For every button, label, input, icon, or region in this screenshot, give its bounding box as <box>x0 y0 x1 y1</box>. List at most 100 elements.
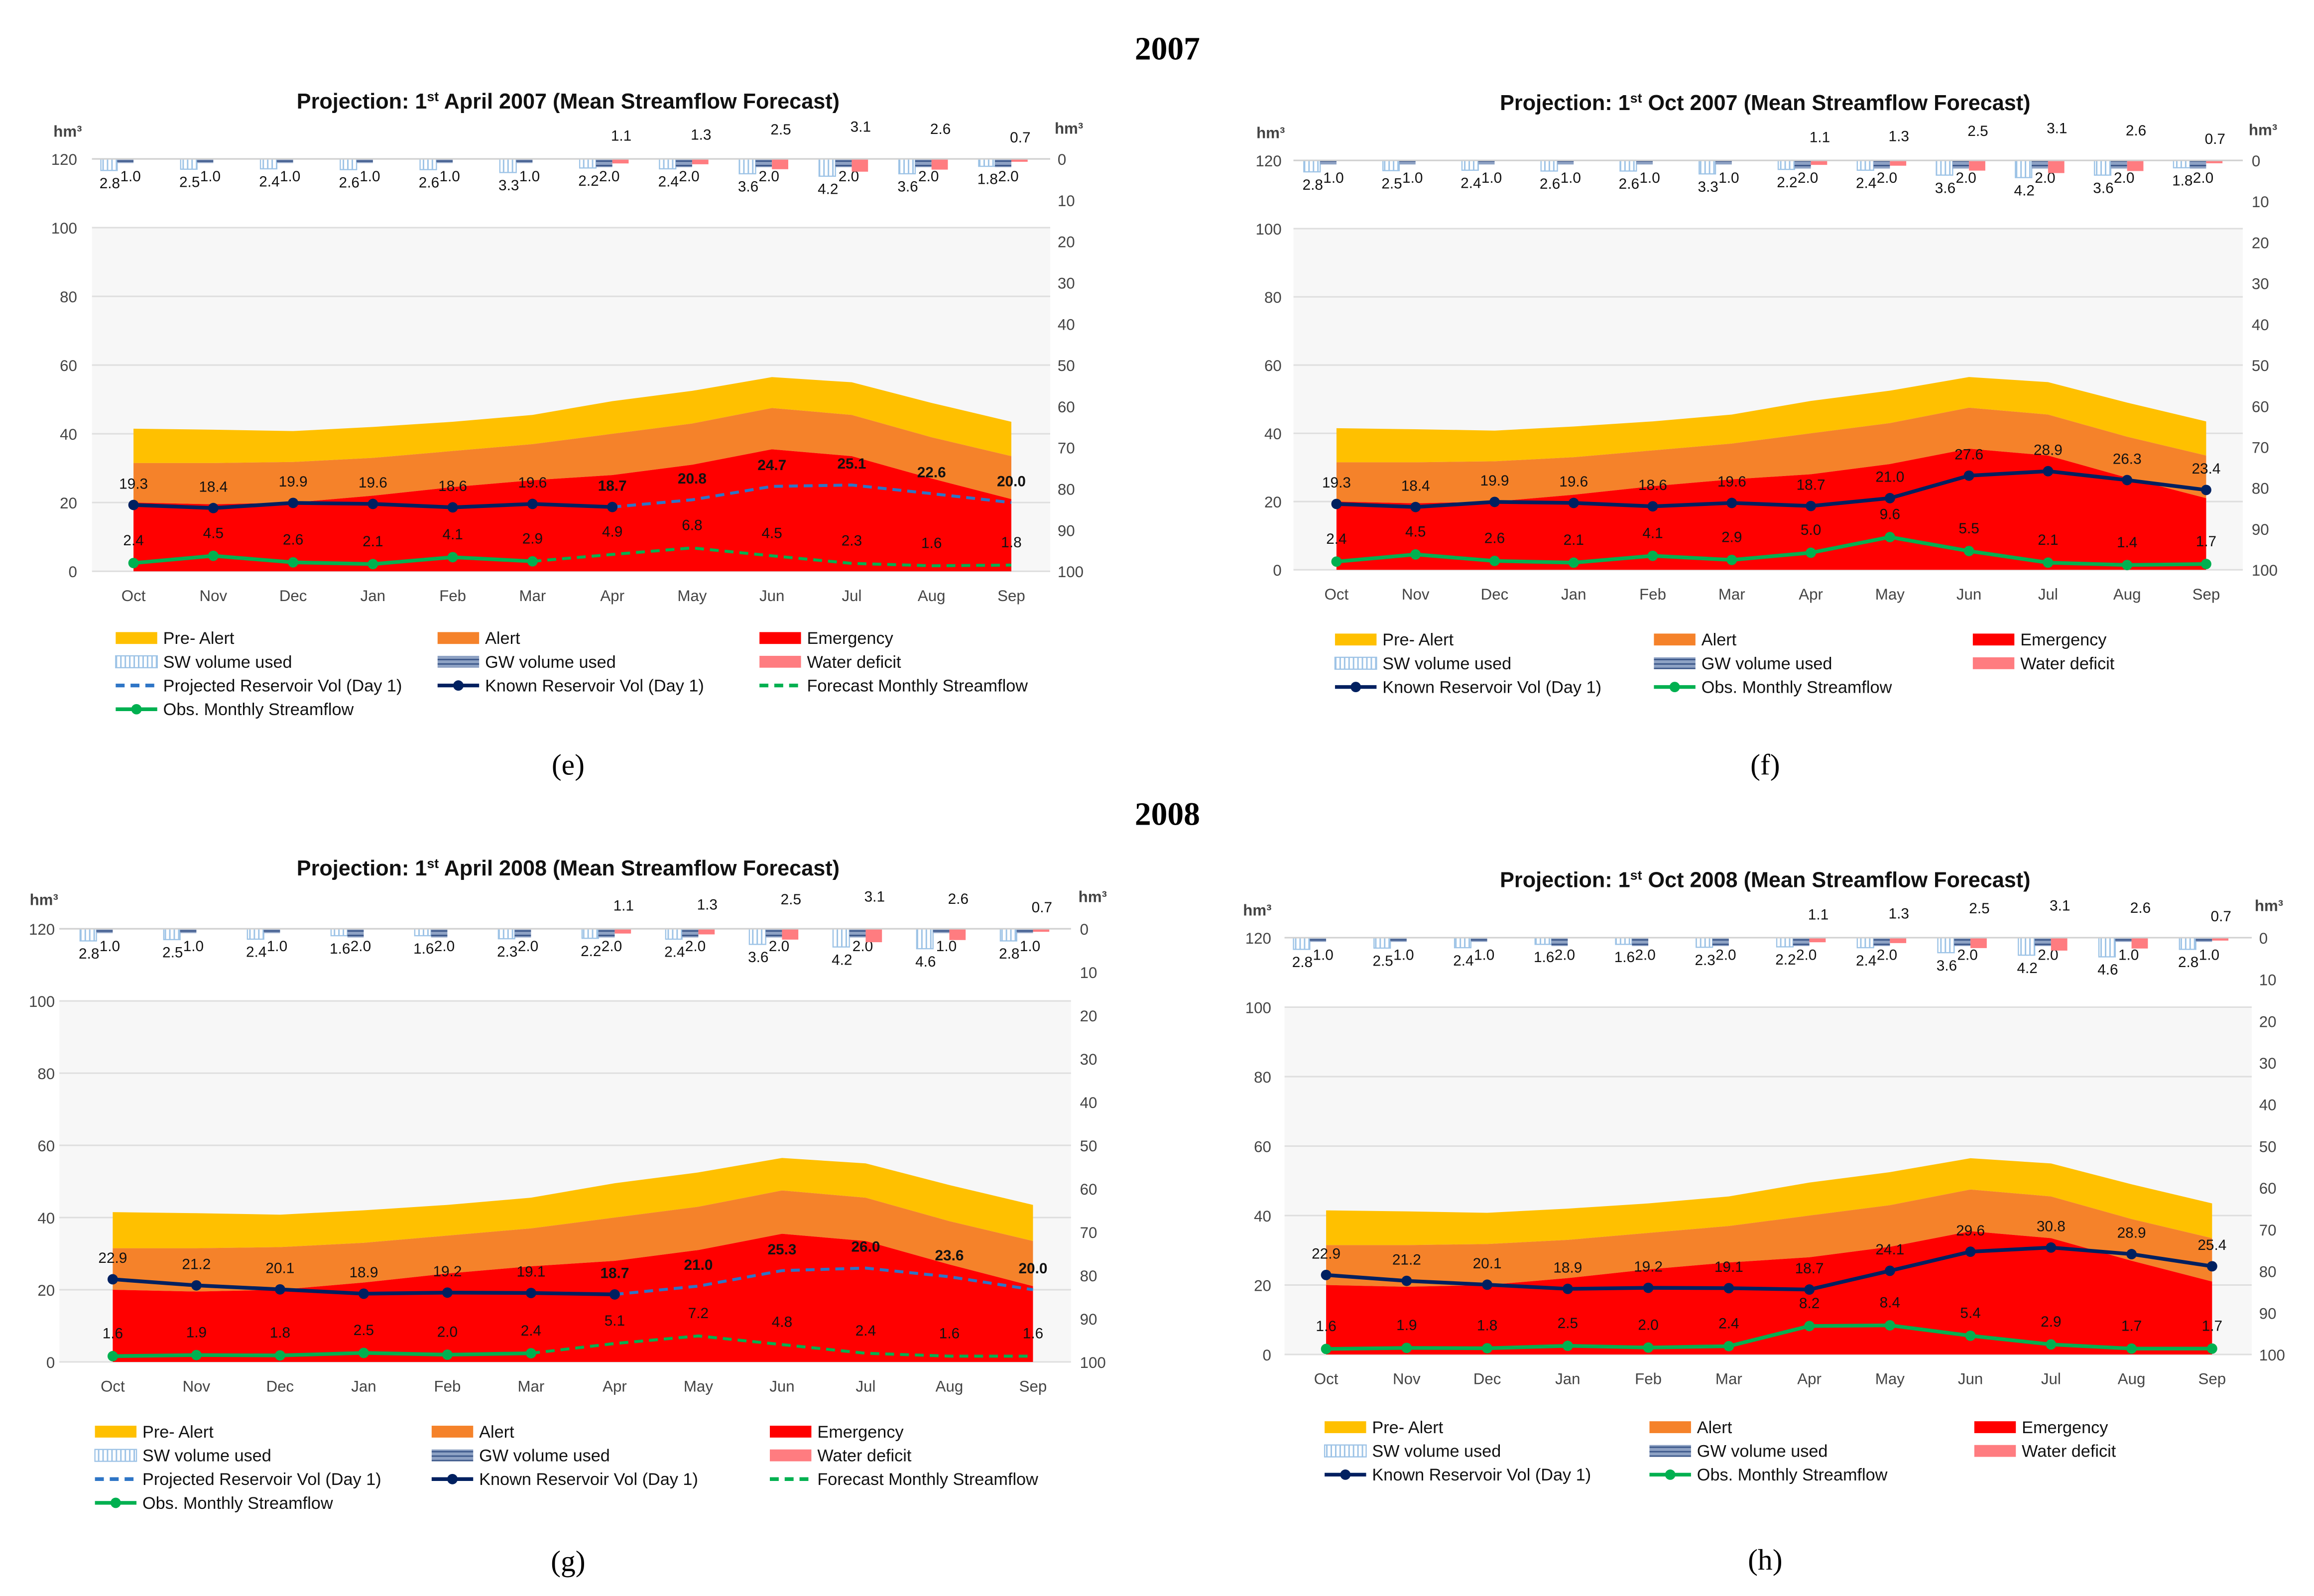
legend-swatch <box>1334 656 1377 670</box>
left-axis-tick: 100 <box>1245 999 1271 1016</box>
x-axis-tick: Jul <box>2041 1370 2061 1388</box>
legend-swatch <box>770 1449 812 1462</box>
streamflow-value-label: 2.1 <box>1564 532 1584 548</box>
gw-volume-label: 1.0 <box>1639 170 1660 186</box>
gw-volume-bar <box>765 929 782 938</box>
title-superscript: st <box>1630 91 1642 106</box>
obs-streamflow-point <box>1884 1320 1895 1331</box>
legend-label: Pre- Alert <box>1372 1418 1443 1437</box>
left-axis-unit: hm³ <box>30 891 58 908</box>
sw-volume-bar <box>738 158 756 175</box>
left-axis-tick: 120 <box>1256 152 1282 170</box>
legend-label: Alert <box>1702 630 1737 649</box>
sw-volume-label: 3.6 <box>738 179 758 195</box>
gw-volume-bar <box>1390 937 1407 942</box>
water-deficit-label: 2.6 <box>2126 123 2146 139</box>
left-axis-tick: 80 <box>1254 1069 1271 1086</box>
legend-swatch <box>759 632 801 644</box>
right-axis-tick: 50 <box>2259 1138 2277 1155</box>
water-deficit-label: 1.1 <box>611 127 631 144</box>
sw-volume-bar <box>79 928 97 942</box>
sw-volume-label: 2.8 <box>100 175 120 192</box>
streamflow-value-label: 7.2 <box>688 1305 709 1322</box>
gw-volume-label: 2.0 <box>1635 947 1655 964</box>
reservoir-value-label: 19.6 <box>1717 474 1746 490</box>
reservoir-value-label: 18.4 <box>199 479 228 495</box>
right-axis-tick: 30 <box>2259 1055 2277 1072</box>
sw-volume-label: 2.2 <box>581 943 601 960</box>
sw-volume-bar <box>1937 937 1955 954</box>
obs-streamflow-point <box>1401 1343 1412 1353</box>
known-reservoir-point <box>1401 1275 1412 1286</box>
sw-volume-label: 4.6 <box>915 954 936 970</box>
left-axis-tick: 40 <box>60 426 77 443</box>
sw-volume-label: 4.2 <box>832 952 852 968</box>
gw-volume-label: 1.0 <box>1313 947 1333 964</box>
reservoir-value-label: 26.0 <box>851 1239 880 1255</box>
gw-volume-label: 2.0 <box>998 168 1018 185</box>
water-deficit-label: 0.7 <box>2205 131 2225 147</box>
left-axis-tick: 0 <box>1262 1347 1271 1364</box>
x-axis-tick: Mar <box>519 587 546 605</box>
sw-volume-label: 2.6 <box>339 174 360 191</box>
x-axis-tick: Mar <box>1715 1370 1742 1388</box>
water-deficit-label: 0.7 <box>2211 908 2231 925</box>
water-deficit-bar <box>865 929 882 943</box>
obs-streamflow-point <box>527 556 538 567</box>
known-reservoir-point <box>1647 501 1658 512</box>
legend-swatch <box>1649 1421 1691 1433</box>
left-axis-tick: 100 <box>51 220 77 237</box>
gw-volume-label: 2.0 <box>1877 170 1897 186</box>
streamflow-value-label: 6.8 <box>682 517 702 534</box>
left-axis-tick: 20 <box>1254 1277 1271 1294</box>
known-reservoir-point <box>1726 497 1737 508</box>
right-axis-tick: 80 <box>2259 1263 2277 1281</box>
water-deficit-bar <box>1969 160 1985 171</box>
reservoir-value-label: 28.9 <box>2034 442 2063 458</box>
year-heading-2008: 2008 <box>1135 797 1200 833</box>
obs-streamflow-point <box>1647 550 1658 561</box>
obs-streamflow-point <box>107 1350 118 1361</box>
water-deficit-bar <box>612 159 629 164</box>
water-deficit-bar <box>2048 160 2065 173</box>
reservoir-value-label: 28.9 <box>2117 1225 2146 1241</box>
obs-streamflow-point <box>1726 554 1737 565</box>
streamflow-value-label: 2.4 <box>855 1323 876 1339</box>
sw-volume-label: 2.6 <box>419 174 439 191</box>
legend-label: Water deficit <box>2020 654 2115 673</box>
legend-label: SW volume used <box>1372 1442 1501 1461</box>
x-axis-tick: Aug <box>918 587 946 605</box>
right-axis-tick: 10 <box>1080 964 1097 982</box>
title-text: Oct 2007 (Mean Streamflow Forecast) <box>1642 91 2031 115</box>
obs-streamflow-point <box>1965 1330 1976 1341</box>
known-reservoir-point <box>1963 470 1974 481</box>
streamflow-value-label: 2.0 <box>1638 1317 1658 1333</box>
water-deficit-label: 3.1 <box>851 119 871 135</box>
legend-label: Obs. Monthly Streamflow <box>142 1494 333 1513</box>
alert-area <box>133 408 1011 504</box>
water-deficit-label: 3.1 <box>2047 121 2067 137</box>
streamflow-value-label: 4.5 <box>1405 524 1426 540</box>
gw-volume-label: 1.0 <box>1323 170 1343 186</box>
legend-swatch <box>95 1426 137 1438</box>
known-reservoir-point <box>274 1284 285 1295</box>
x-axis-tick: Oct <box>1314 1370 1339 1388</box>
sw-volume-bar <box>2098 937 2116 958</box>
streamflow-value-label: 2.5 <box>354 1322 374 1339</box>
legend-label: Projected Reservoir Vol (Day 1) <box>142 1470 381 1489</box>
reservoir-value-label: 18.6 <box>1638 477 1667 493</box>
streamflow-value-label: 1.6 <box>103 1326 123 1342</box>
gw-volume-label: 1.0 <box>519 168 540 185</box>
obs-streamflow-point <box>191 1350 202 1360</box>
right-axis-tick: 50 <box>2252 357 2269 374</box>
known-reservoir-point <box>2122 475 2133 486</box>
sw-volume-label: 2.3 <box>1695 952 1715 969</box>
water-deficit-label: 2.5 <box>770 122 791 138</box>
known-reservoir-point <box>447 502 458 513</box>
legend-marker <box>1350 682 1361 692</box>
gw-volume-bar <box>933 929 950 933</box>
reservoir-value-label: 19.3 <box>119 476 148 492</box>
right-axis-unit: hm³ <box>1055 120 1083 137</box>
streamflow-value-label: 2.4 <box>1326 531 1346 547</box>
sw-volume-bar <box>180 158 198 170</box>
